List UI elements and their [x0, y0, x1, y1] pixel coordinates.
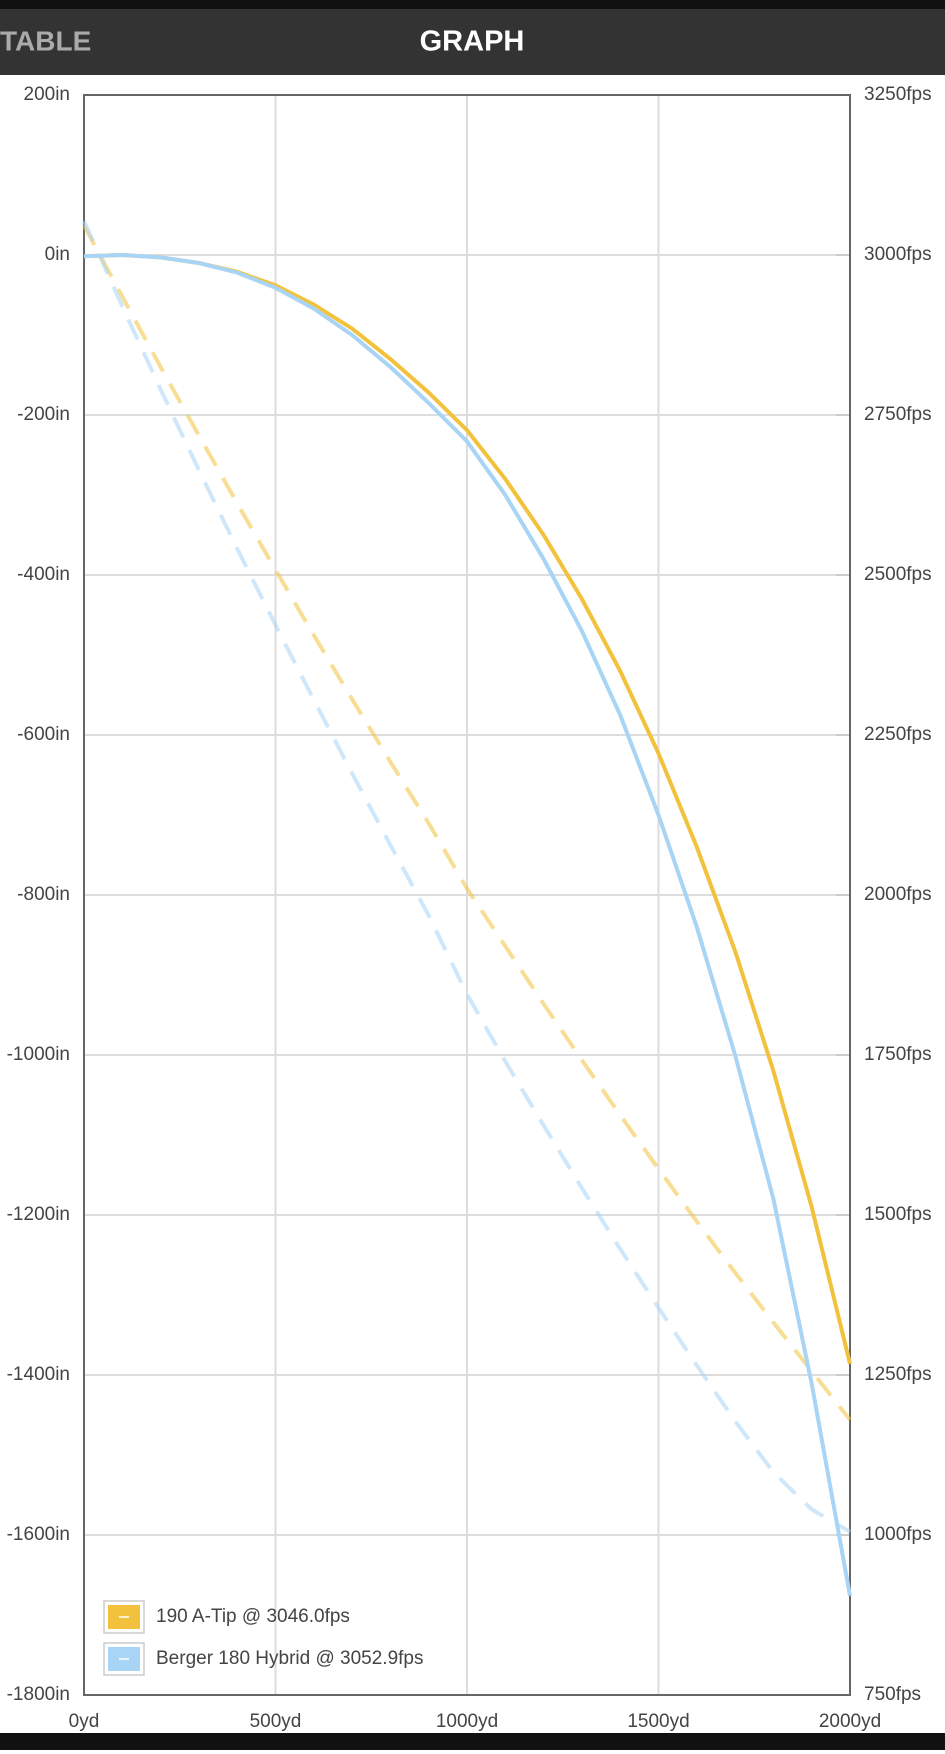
- x-tick-label: 1000yd: [436, 1711, 498, 1732]
- plot-frame: [83, 94, 851, 1696]
- x-tick-label: 500yd: [250, 1711, 302, 1732]
- y2-tick-label: 3000fps: [864, 244, 932, 265]
- x-tick-label: 0yd: [69, 1711, 100, 1732]
- y-tick-label: -1200in: [7, 1204, 70, 1225]
- y-tick-label: -1000in: [7, 1044, 70, 1065]
- y-tick-label: 0in: [45, 244, 70, 265]
- y-tick-label: -800in: [17, 884, 70, 905]
- header-bar: [0, 9, 945, 75]
- legend-label: Berger 180 Hybrid @ 3052.9fps: [156, 1648, 424, 1669]
- y2-tick-label: 1750fps: [864, 1044, 932, 1065]
- y-tick-label: -200in: [17, 404, 70, 425]
- y2-tick-label: 3250fps: [864, 84, 932, 105]
- y-tick-label: -400in: [17, 564, 70, 585]
- y-tick-label: -1600in: [7, 1524, 70, 1545]
- y-tick-label: -600in: [17, 724, 70, 745]
- y-tick-label: -1400in: [7, 1364, 70, 1385]
- y2-tick-label: 2000fps: [864, 884, 932, 905]
- y-tick-label: 200in: [24, 84, 71, 105]
- x-tick-label: 1500yd: [627, 1711, 689, 1732]
- status-strip: [0, 0, 945, 9]
- drop-line: [83, 252, 852, 1597]
- legend-label: 190 A-Tip @ 3046.0fps: [156, 1606, 350, 1627]
- graph-tab[interactable]: GRAPH: [420, 26, 525, 58]
- y2-tick-label: 1250fps: [864, 1364, 932, 1385]
- nav-strip: [0, 1733, 945, 1750]
- table-tab[interactable]: TABLE: [0, 25, 91, 56]
- velocity-line: [82, 220, 852, 1534]
- y2-tick-label: 1000fps: [864, 1524, 932, 1545]
- x-tick-label: 2000yd: [819, 1711, 881, 1732]
- y2-tick-label: 2250fps: [864, 724, 932, 745]
- y-tick-label: -1800in: [7, 1684, 70, 1705]
- y2-tick-label: 1500fps: [864, 1204, 932, 1225]
- velocity-line: [82, 224, 852, 1422]
- y2-tick-label: 2750fps: [864, 404, 932, 425]
- y2-tick-label: 2500fps: [864, 564, 932, 585]
- y2-tick-label: 750fps: [864, 1684, 921, 1705]
